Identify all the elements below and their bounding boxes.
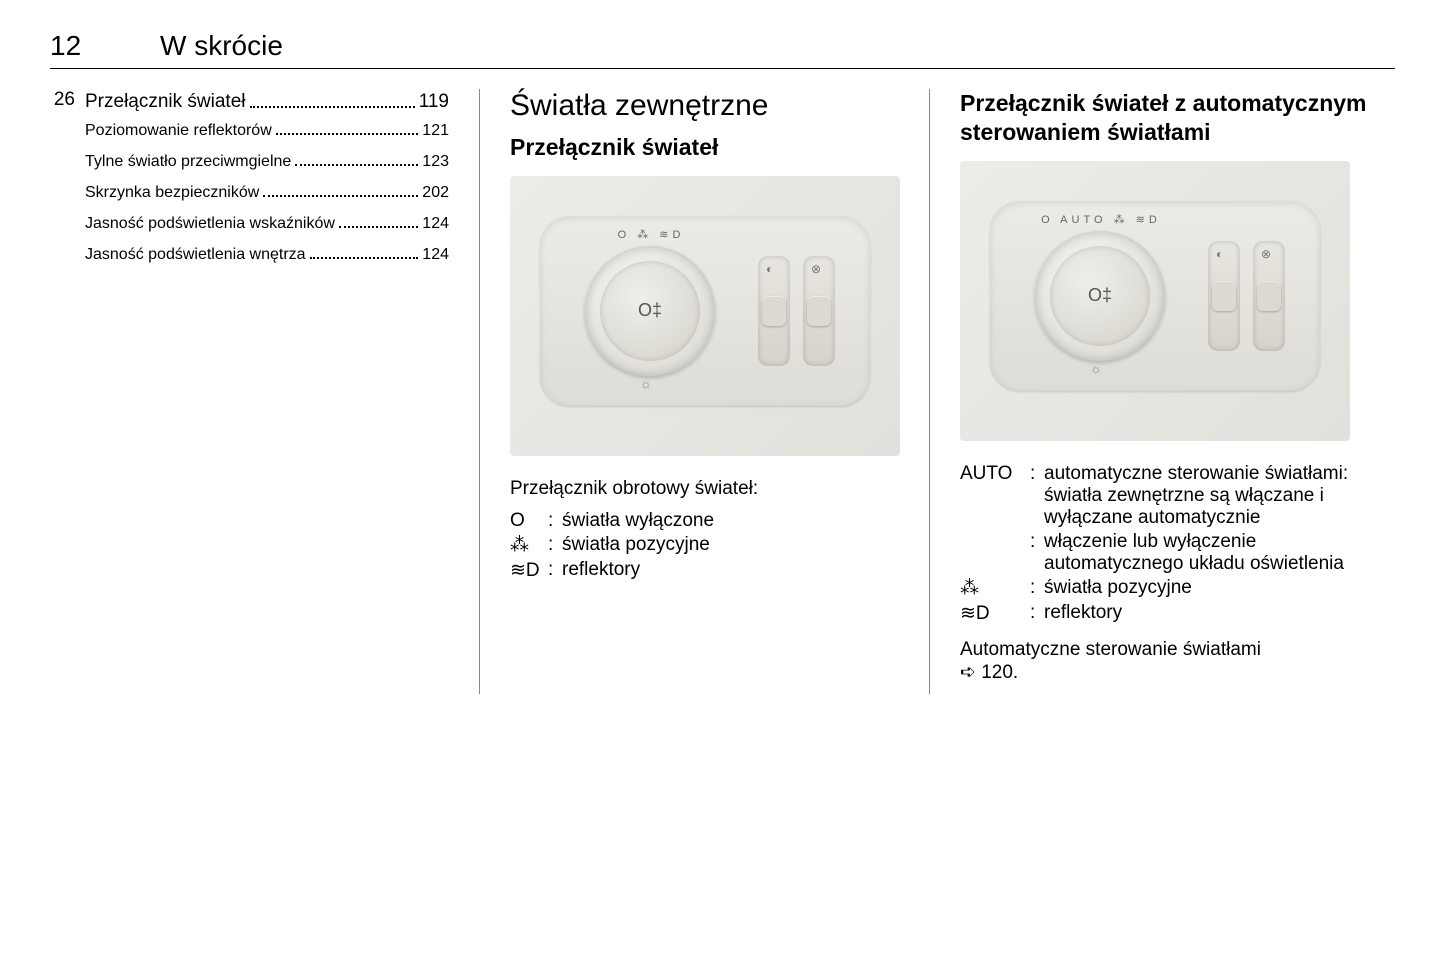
headlamp-level-icon: ◐	[1216, 247, 1223, 261]
def-desc: światła pozycyjne	[1044, 577, 1375, 600]
toc-label: Przełącznik świateł	[85, 91, 246, 113]
toc-label: Tylne światło przeciwmgielne	[85, 153, 291, 171]
toc-label: Jasność podświetlenia wskaźników	[85, 215, 335, 233]
def-desc: światła wyłączone	[562, 510, 899, 532]
dial-center-icon: O‡	[1050, 246, 1150, 346]
column-auto-lights: Przełącznik świateł z automatycznym ster…	[930, 89, 1390, 694]
toc-column: 26 Przełącznik świateł 119 Poziomowanie …	[50, 89, 480, 694]
dial-marks: O ⁂ ≋D	[566, 228, 736, 241]
dimmer-icon: ⊗	[811, 262, 821, 276]
def-desc: automatyczne sterowanie światłami: świat…	[1044, 463, 1375, 529]
chapter-title: W skrócie	[160, 30, 283, 62]
def-symbol: ≋D	[960, 602, 1030, 625]
def-desc: reflektory	[562, 559, 899, 582]
section-heading: Światła zewnętrzne	[510, 89, 899, 123]
cross-reference: Automatyczne sterowanie światłami ➪ 120.	[960, 639, 1375, 684]
def-desc: światła pozycyjne	[562, 534, 899, 557]
def-symbol: AUTO	[960, 463, 1030, 529]
column-exterior-lights: Światła zewnętrzne Przełącznik świateł O…	[480, 89, 930, 694]
brightness-icon: ☼	[1090, 361, 1102, 376]
caption: Przełącznik obrotowy świateł:	[510, 478, 899, 500]
def-symbol: O	[510, 510, 548, 532]
toc-label: Poziomowanie reflektorów	[85, 122, 272, 140]
auto-light-switch-illustration: O AUTO ⁂ ≋D O‡ ☼ ◐ ⊗	[960, 161, 1350, 441]
toc-label: Jasność podświetlenia wnętrza	[85, 246, 306, 264]
slider-left: ◐	[1208, 241, 1240, 351]
toc-section-number: 26	[50, 89, 85, 111]
subsection-heading: Przełącznik świateł z automatycznym ster…	[960, 89, 1375, 147]
def-desc: włączenie lub wyłączenie automatycznego …	[1044, 531, 1375, 575]
def-symbol: ⁂	[510, 534, 548, 557]
definition-list-auto: AUTO : automatyczne sterowanie światłami…	[960, 463, 1375, 625]
toc-page: 121	[422, 122, 449, 140]
ref-arrow-icon: ➪	[960, 662, 981, 683]
rotary-dial-auto: O‡	[1035, 231, 1165, 361]
headlamp-level-icon: ◐	[766, 262, 773, 276]
rotary-dial: O‡	[585, 246, 715, 376]
toc-page: 119	[419, 91, 449, 113]
toc-page: 202	[422, 184, 449, 202]
slider-left: ◐	[758, 256, 790, 366]
dial-center-icon: O‡	[600, 261, 700, 361]
page-number: 12	[50, 30, 130, 62]
toc-page: 123	[422, 153, 449, 171]
slider-right: ⊗	[1253, 241, 1285, 351]
page-header: 12 W skrócie	[50, 30, 1395, 69]
toc-label: Skrzynka bezpieczników	[85, 184, 259, 202]
brightness-icon: ☼	[640, 376, 652, 391]
def-symbol: ⁂	[960, 577, 1030, 600]
toc-page: 124	[422, 246, 449, 264]
dial-marks-auto: O AUTO ⁂ ≋D	[1016, 213, 1186, 226]
def-symbol	[960, 531, 1030, 575]
subsection-heading: Przełącznik świateł	[510, 133, 899, 162]
slider-right: ⊗	[803, 256, 835, 366]
definition-list: O : światła wyłączone ⁂ : światła pozycy…	[510, 510, 899, 582]
light-switch-illustration: O ⁂ ≋D O‡ ☼ ◐ ⊗	[510, 176, 900, 456]
def-symbol: ≋D	[510, 559, 548, 582]
dimmer-icon: ⊗	[1261, 247, 1271, 261]
def-desc: reflektory	[1044, 602, 1375, 625]
toc-page: 124	[422, 215, 449, 233]
